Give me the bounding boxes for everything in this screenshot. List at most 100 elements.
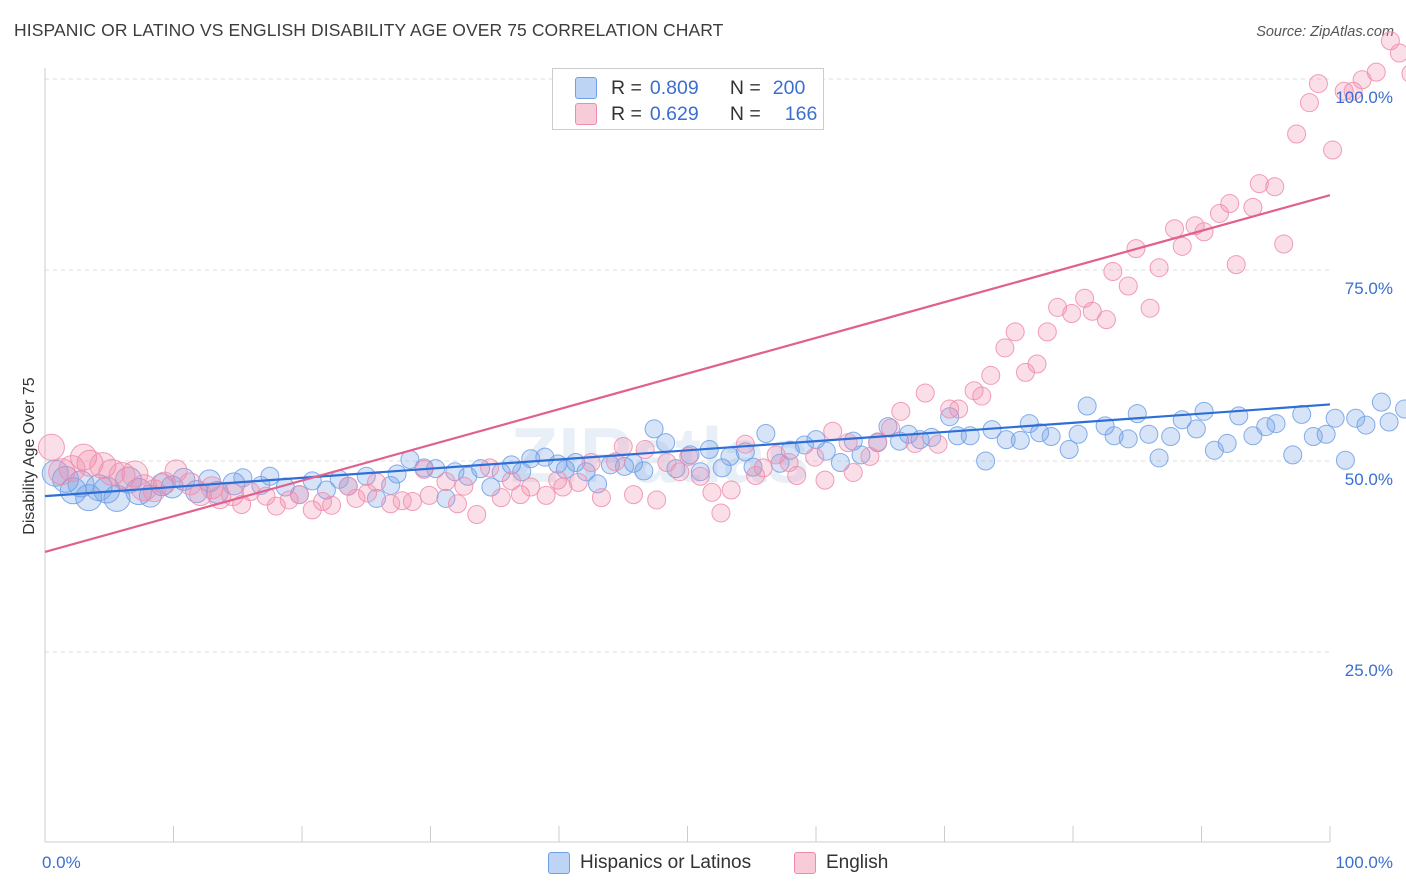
point-english [200,476,224,500]
point-english [1209,203,1229,223]
point-english [1149,258,1169,278]
point-english [1274,234,1294,254]
point-english [679,446,699,466]
point-hispanic [1316,424,1336,444]
point-hispanic [387,464,407,484]
point-english [787,466,807,486]
point-english [838,433,858,453]
point-english [367,472,387,492]
r-value-hispanic: 0.809 [649,76,699,99]
data-points [37,31,1406,524]
point-english [1165,219,1185,239]
point-english [48,458,76,486]
y-tick-label: 25.0% [1345,661,1393,680]
point-english [1366,62,1386,82]
point-english [58,455,86,483]
chart-source: Source: ZipAtlas.com [1256,24,1394,40]
point-english [553,477,573,497]
y-tick-label: 100.0% [1335,88,1393,107]
point-english [657,453,677,473]
point-hispanic [501,455,521,475]
chart-title: HISPANIC OR LATINO VS ENGLISH DISABILITY… [14,20,724,40]
point-hispanic [316,480,336,500]
point-hispanic [976,451,996,471]
point-english [1265,177,1285,197]
point-english [613,436,633,456]
point-hispanic [1325,408,1345,428]
point-hispanic [1283,445,1303,465]
point-hispanic [481,477,501,497]
point-english [949,399,969,419]
y-axis-label: Disability Age Over 75 [21,377,38,535]
point-english [1287,124,1307,144]
point-english [1226,255,1246,275]
grid-lines [45,78,1333,653]
point-english [606,452,626,472]
point-english [1096,310,1116,330]
legend-swatch-hispanic [548,852,570,874]
point-hispanic [1068,424,1088,444]
point-english [805,447,825,467]
point-english [1401,65,1406,82]
point-hispanic [634,461,654,481]
point-english [746,466,766,486]
point-english [1048,297,1068,317]
trend-line-hispanic [44,403,1331,498]
point-english [972,386,992,406]
r-label: R = [611,102,642,125]
point-english [721,480,741,500]
point-hispanic [1059,440,1079,460]
point-english [1037,322,1057,342]
point-english [467,504,487,524]
point-hispanic [996,430,1016,450]
axes [44,68,1331,843]
stats-row-hispanic: R = 0.809 N = 200 [575,75,805,101]
point-english [1323,140,1343,160]
point-english [753,458,773,478]
point-english [711,503,731,523]
point-english [266,496,286,516]
point-english [454,476,474,496]
point-english [1249,174,1269,194]
n-value-english: 166 [784,102,818,125]
point-hispanic [1266,414,1286,434]
point-hispanic [1346,408,1366,428]
point-english [1308,74,1328,94]
point-english [995,338,1015,358]
legend-item-english[interactable]: English [794,852,888,874]
legend-item-hispanic[interactable]: Hispanics or Latinos [548,852,751,874]
point-english [635,440,655,460]
point-english [403,491,423,511]
point-hispanic [1149,448,1169,468]
point-hispanic [1010,430,1030,450]
stats-row-english: R = 0.629 N = 166 [575,101,817,127]
point-english [1062,304,1082,324]
point-hispanic [690,462,710,482]
stats-swatch-english [575,103,597,125]
point-hispanic [67,470,95,498]
y-tick-label: 50.0% [1345,470,1393,489]
point-english [670,462,690,482]
point-english [1140,298,1160,318]
point-hispanic [521,449,541,469]
point-english [690,466,710,486]
point-english [346,488,366,508]
legend-swatch-english [794,852,816,874]
point-hispanic [816,441,836,461]
point-hispanic [1194,401,1214,421]
point-english [121,460,149,488]
point-hispanic [1104,426,1124,446]
point-english [37,433,65,461]
point-english [232,495,252,515]
point-hispanic [1379,412,1399,432]
point-english [568,472,588,492]
point-hispanic [1217,433,1237,453]
point-hispanic [1356,415,1376,435]
point-hispanic [1256,417,1276,437]
point-hispanic [1041,427,1061,447]
point-english [735,434,755,454]
legend-label-hispanic: Hispanics or Latinos [580,852,752,873]
point-english [843,462,863,482]
point-hispanic [1395,399,1406,419]
x-tick-label: 0.0% [42,853,81,872]
